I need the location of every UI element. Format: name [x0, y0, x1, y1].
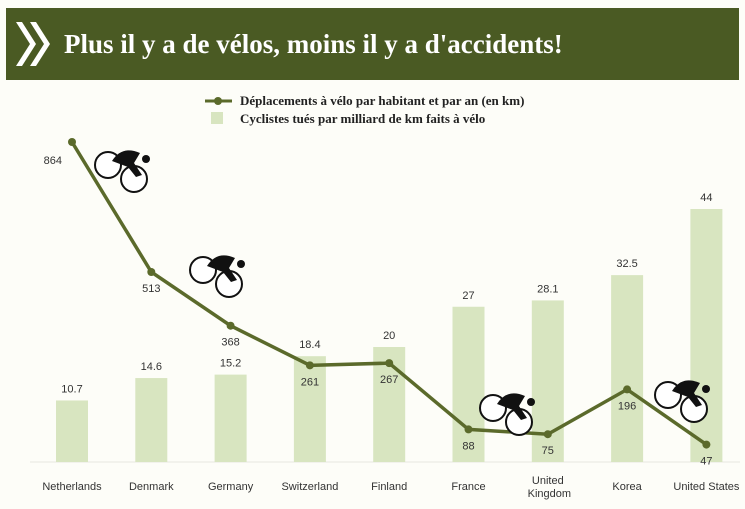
rider	[207, 255, 237, 282]
line-value-label: 88	[462, 440, 474, 452]
bar	[293, 356, 326, 462]
x-tick-label: Korea	[612, 481, 642, 493]
cyclist-icon	[654, 380, 710, 423]
rider	[497, 393, 527, 420]
line-marker	[623, 385, 632, 394]
head	[702, 385, 710, 393]
line-value-label: 368	[221, 337, 239, 349]
cyclist-icon	[189, 255, 245, 298]
x-tick-label: United States	[673, 481, 740, 493]
line-marker	[305, 361, 314, 370]
x-tick-label: Denmark	[129, 481, 174, 493]
bar-value-label: 44	[700, 192, 712, 204]
x-tick-label: Switzerland	[281, 481, 338, 493]
chevrons	[16, 22, 50, 66]
head	[237, 260, 245, 268]
line-marker	[702, 440, 711, 449]
bar	[452, 306, 485, 462]
bar	[611, 275, 644, 462]
bar-value-label: 15.2	[220, 358, 241, 370]
line-marker	[543, 430, 552, 439]
chart-title: Plus il y a de vélos, moins il y a d'acc…	[64, 29, 563, 59]
bar	[690, 209, 723, 462]
line-marker	[226, 321, 235, 330]
cyclist-icon	[94, 150, 150, 193]
line-marker	[147, 268, 156, 276]
x-tick-label: France	[451, 481, 485, 493]
x-tick-label: Germany	[208, 481, 254, 493]
bar	[214, 374, 247, 462]
bar-value-label: 32.5	[616, 258, 637, 270]
bar-value-label: 28.1	[537, 283, 558, 295]
head	[142, 155, 150, 163]
line-value-label: 261	[301, 376, 319, 388]
legend-marker	[214, 97, 222, 105]
line-marker	[464, 425, 473, 434]
line-value-label: 513	[142, 283, 160, 295]
bar-value-label: 10.7	[61, 383, 82, 395]
line-value-label: 196	[618, 400, 636, 412]
bar-value-label: 20	[383, 330, 395, 342]
line-value-label: 75	[542, 445, 554, 457]
x-tick-label: Netherlands	[42, 481, 102, 493]
legend-label: Cyclistes tués par milliard de km faits …	[240, 111, 485, 126]
head	[527, 398, 535, 406]
line-marker	[68, 138, 76, 146]
legend-swatch	[211, 112, 223, 124]
bar-value-label: 27	[462, 290, 474, 302]
cyclist-icon	[479, 393, 535, 436]
line-value-label: 47	[700, 456, 712, 468]
line-marker	[385, 359, 394, 368]
bar	[135, 378, 168, 462]
rider	[672, 380, 702, 407]
legend-label: Déplacements à vélo par habitant et par …	[240, 93, 524, 108]
line-value-label: 864	[44, 155, 62, 167]
x-tick-label: United Kingdom	[525, 475, 571, 500]
rider	[112, 150, 142, 177]
line-value-label: 267	[380, 374, 398, 386]
bar	[56, 400, 88, 462]
bar-value-label: 14.6	[141, 361, 162, 373]
bar-value-label: 18.4	[299, 339, 320, 351]
header	[6, 8, 739, 80]
x-tick-label: Finland	[371, 481, 407, 493]
